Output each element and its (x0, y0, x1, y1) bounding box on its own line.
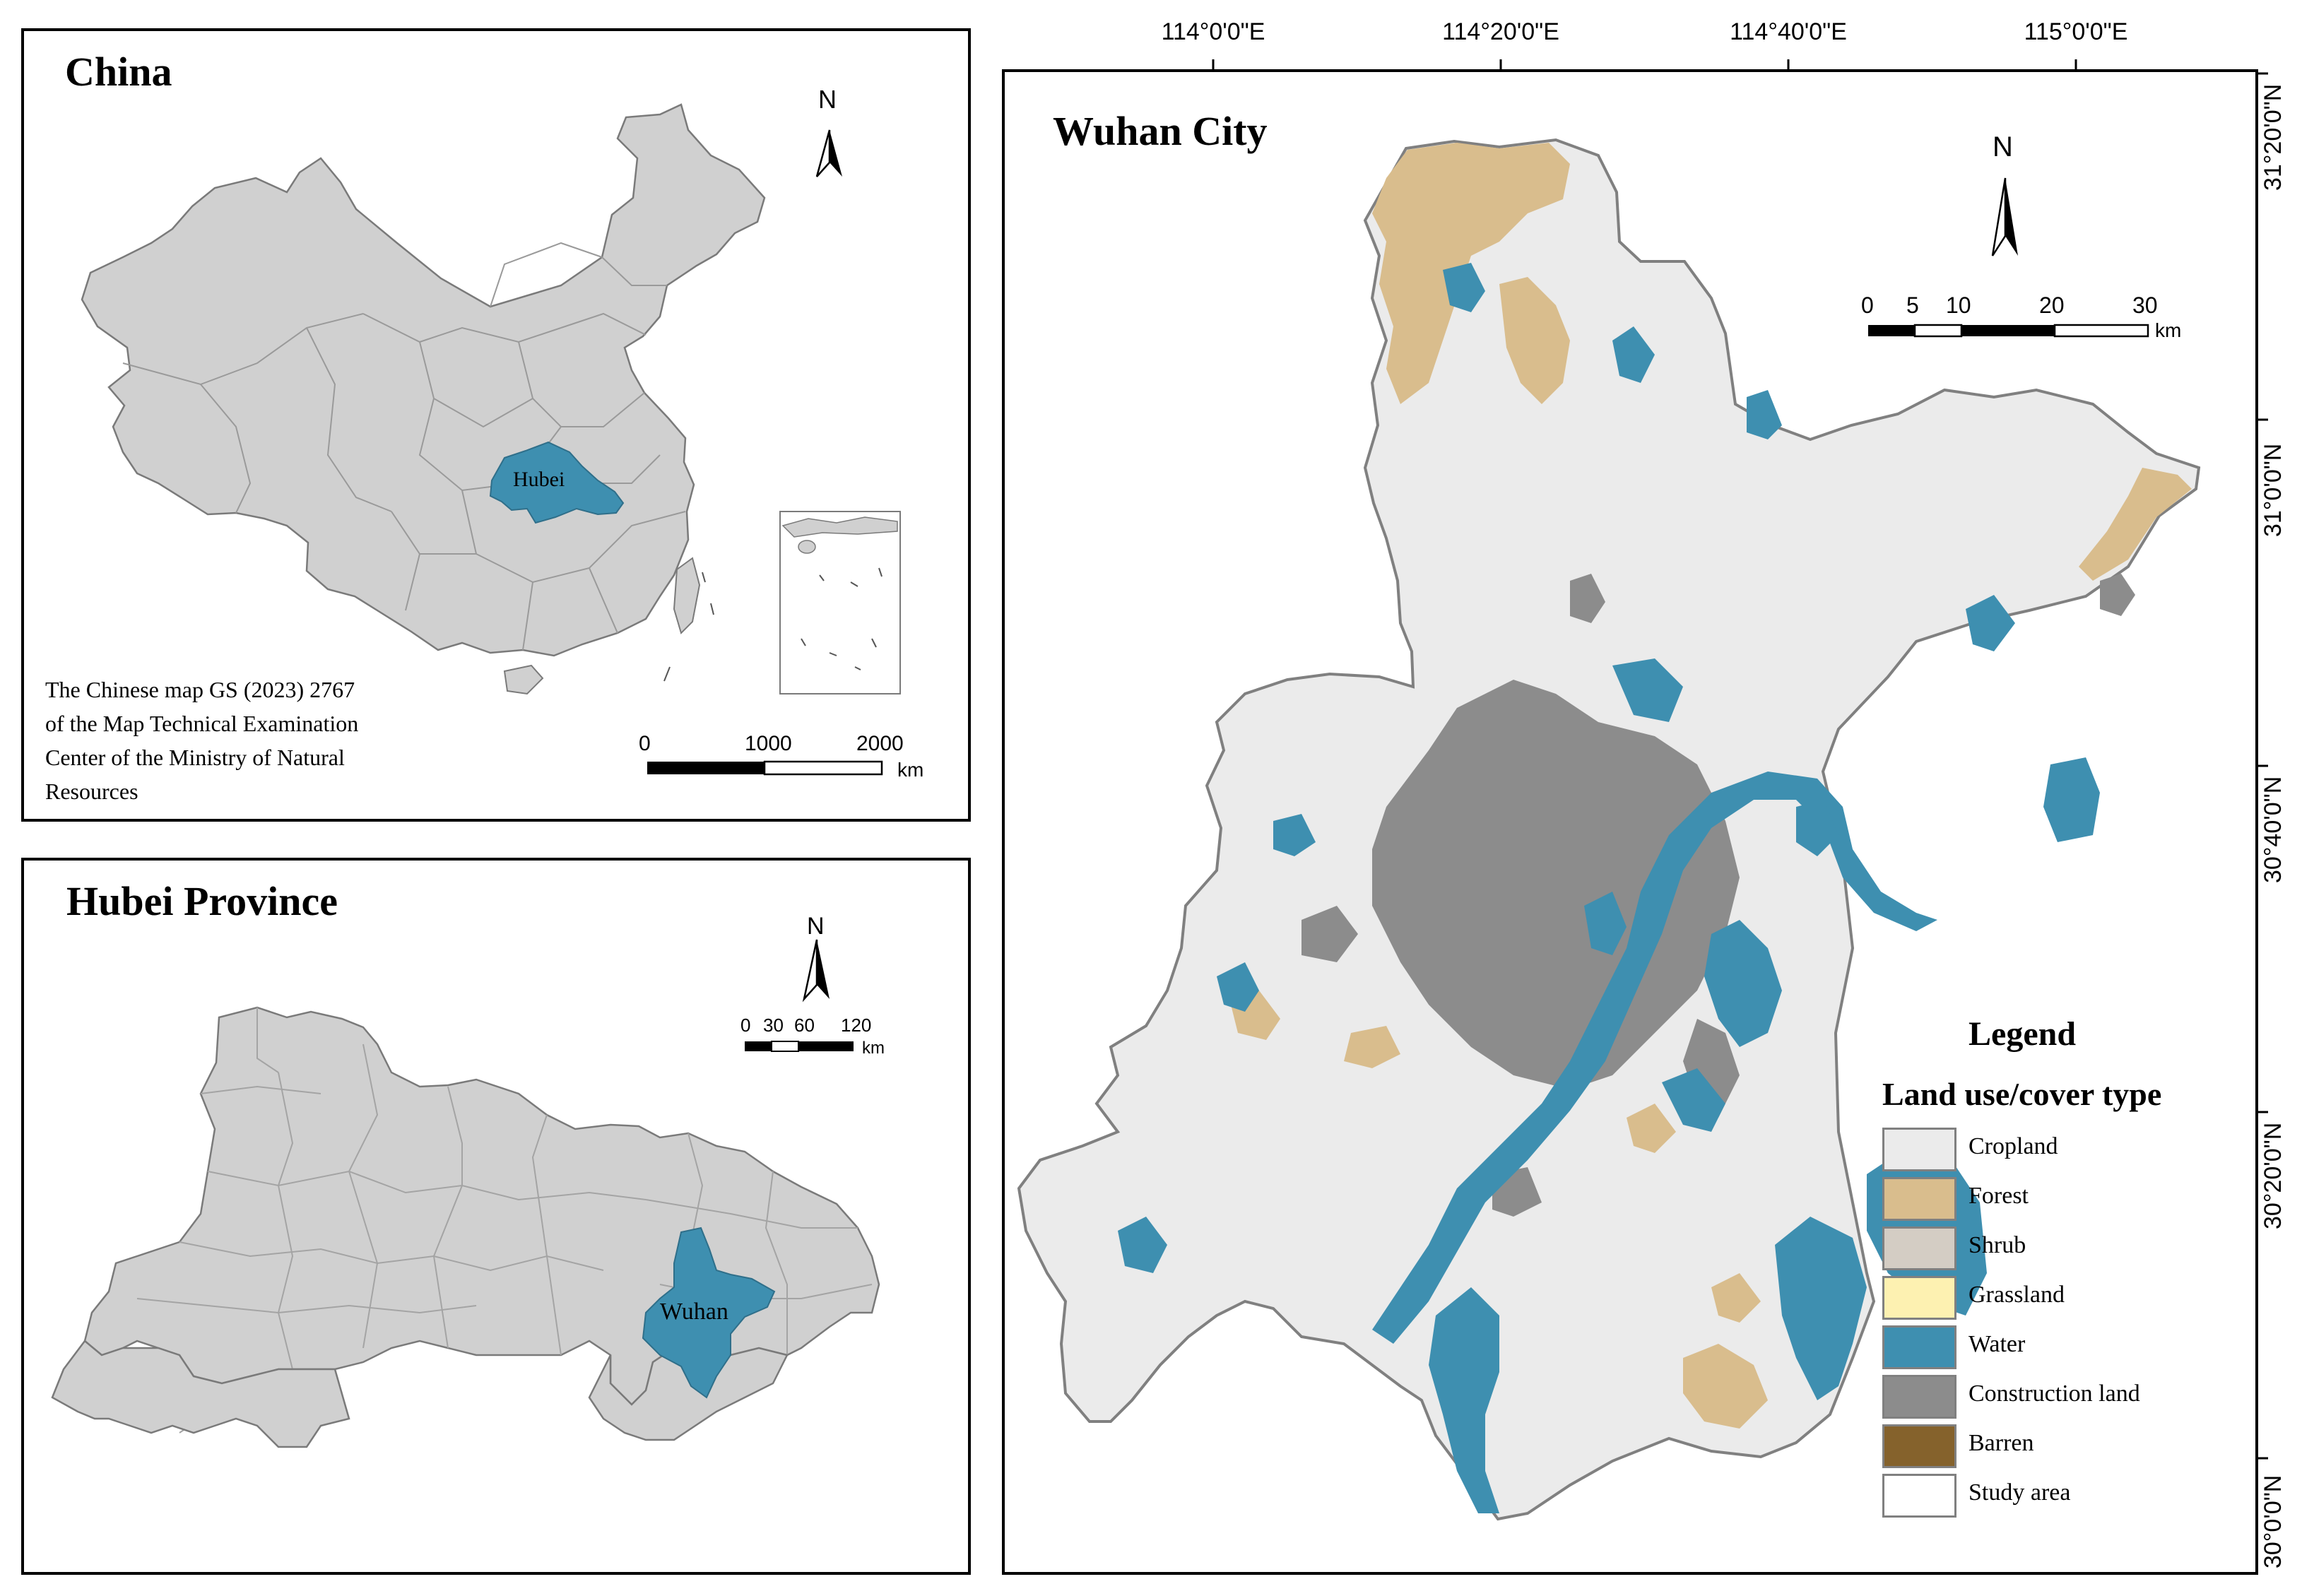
latitude-label: 30°40'0"N (2260, 776, 2286, 883)
longitude-label: 115°0'0"E (2024, 18, 2128, 45)
hubei-scale-tick: 30 (763, 1015, 784, 1036)
wuhan-scale-bar (1868, 324, 2149, 338)
legend-label: Forest (1968, 1183, 2029, 1209)
china-scale-tick: 0 (639, 732, 651, 755)
hubei-north-label: N (807, 913, 825, 940)
china-outline (81, 103, 766, 657)
hubei-scale-tick: 0 (740, 1015, 751, 1036)
wuhan-scale-tick: 30 (2132, 292, 2158, 318)
offshore-islets (663, 572, 714, 682)
china-scale-bar (647, 760, 883, 776)
hubei-inset-panel: Hubei Province N 0 30 60 120 km Wuhan (21, 858, 971, 1575)
legend-swatch (1882, 1325, 1956, 1369)
legend-label: Cropland (1968, 1133, 2058, 1159)
legend-subtitle: Land use/cover type (1882, 1076, 2162, 1112)
hubei-map (51, 939, 880, 1448)
taiwan-island (673, 557, 701, 634)
legend-item-barren: Barren (1882, 1424, 2250, 1474)
hubei-scale-unit: km (862, 1039, 885, 1058)
legend-item-shrub: Shrub (1882, 1226, 2250, 1276)
longitude-label: 114°40'0"E (1730, 18, 1847, 45)
legend-item-cropland: Cropland (1882, 1128, 2250, 1177)
legend-item-grassland: Grassland (1882, 1276, 2250, 1325)
legend-item-construction: Construction land (1882, 1375, 2250, 1424)
hubei-north-arrow (802, 939, 830, 1003)
wuhan-land-use-map (1017, 138, 2201, 1521)
latitude-label-wrap: 31°20'0"N (2260, 84, 2288, 218)
hubei-southwest (51, 1340, 350, 1448)
note-line: of the Map Technical Examination (45, 711, 359, 736)
latitude-label: 31°20'0"N (2260, 83, 2286, 191)
wuhan-title: Wuhan City (1053, 108, 1268, 154)
legend-swatch (1882, 1177, 1956, 1221)
note-line: Center of the Ministry of Natural (45, 745, 345, 770)
hubei-scale-tick: 120 (841, 1015, 872, 1036)
wuhan-scale-tick: 0 (1861, 292, 1874, 318)
legend-swatch (1882, 1375, 1956, 1419)
legend-item-forest: Forest (1882, 1177, 2250, 1226)
latitude-label: 30°0'0"N (2260, 1474, 2286, 1568)
china-map (81, 103, 901, 776)
china-north-label: N (818, 85, 837, 114)
legend-item-study-area: Study area (1882, 1474, 2250, 1523)
latitude-label: 30°20'0"N (2260, 1122, 2286, 1229)
legend-label: Shrub (1968, 1232, 2026, 1258)
longitude-label: 114°20'0"E (1442, 18, 1559, 45)
wuhan-north-arrow (1991, 177, 2018, 256)
latitude-label-wrap: 30°20'0"N (2260, 1123, 2288, 1257)
latitude-label-wrap: 30°0'0"N (2260, 1475, 2288, 1596)
legend-label: Construction land (1968, 1381, 2140, 1407)
china-north-arrow (815, 129, 842, 177)
legend-label: Barren (1968, 1430, 2034, 1456)
latitude-label: 31°0'0"N (2260, 443, 2286, 537)
china-scale-tick: 2000 (856, 732, 904, 755)
hubei-title: Hubei Province (66, 878, 338, 924)
forest-areas (1231, 143, 2192, 1429)
china-title: China (65, 49, 172, 95)
legend-swatch (1882, 1128, 1956, 1171)
south-china-sea-inset (779, 511, 901, 694)
legend-item-water: Water (1882, 1325, 2250, 1375)
wuhan-scale-unit: km (2155, 319, 2182, 341)
legend-swatch (1882, 1424, 1956, 1468)
latitude-label-wrap: 31°0'0"N (2260, 444, 2288, 564)
wuhan-scale-tick: 20 (2039, 292, 2065, 318)
wuhan-scale-tick: 5 (1906, 292, 1919, 318)
wuhan-main-panel: Wuhan City N 0 5 10 20 30 km Legend Land… (1002, 69, 2258, 1575)
note-line: Resources (45, 779, 138, 804)
wuhan-scale-tick: 10 (1946, 292, 1971, 318)
legend-swatch (1882, 1474, 1956, 1518)
hubei-scale-tick: 60 (794, 1015, 815, 1036)
legend-label: Grassland (1968, 1282, 2065, 1308)
province-boundaries (122, 242, 686, 651)
legend-title: Legend (1968, 1015, 2077, 1053)
wuhan-highlight (642, 1226, 776, 1399)
legend-label: Study area (1968, 1479, 2071, 1506)
note-line: The Chinese map GS (2023) 2767 (45, 677, 355, 702)
longitude-label: 114°0'0"E (1161, 18, 1265, 45)
hainan-island (503, 664, 544, 695)
china-scale-tick: 1000 (745, 732, 792, 755)
latitude-label-wrap: 30°40'0"N (2260, 776, 2288, 911)
legend-swatch (1882, 1276, 1956, 1320)
hubei-southeast (588, 1347, 789, 1441)
legend-label: Water (1968, 1331, 2026, 1357)
legend-swatch (1882, 1226, 1956, 1270)
wuhan-label: Wuhan (660, 1299, 728, 1325)
wuhan-north-label: N (1993, 131, 2013, 162)
hubei-scale-bar (745, 1041, 854, 1052)
china-scale-unit: km (897, 759, 924, 781)
hubei-label: Hubei (513, 468, 565, 491)
map-source-note: The Chinese map GS (2023) 2767 of the Ma… (45, 673, 358, 808)
china-inset-panel: China N Hubei The Chinese map GS (2023) … (21, 28, 971, 822)
hubei-highlight (489, 441, 625, 524)
